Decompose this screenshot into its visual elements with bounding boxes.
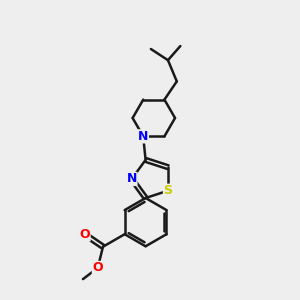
Text: N: N xyxy=(138,130,148,143)
Text: N: N xyxy=(127,172,137,185)
Text: O: O xyxy=(80,228,90,241)
Text: O: O xyxy=(92,261,103,274)
Text: S: S xyxy=(164,184,172,197)
